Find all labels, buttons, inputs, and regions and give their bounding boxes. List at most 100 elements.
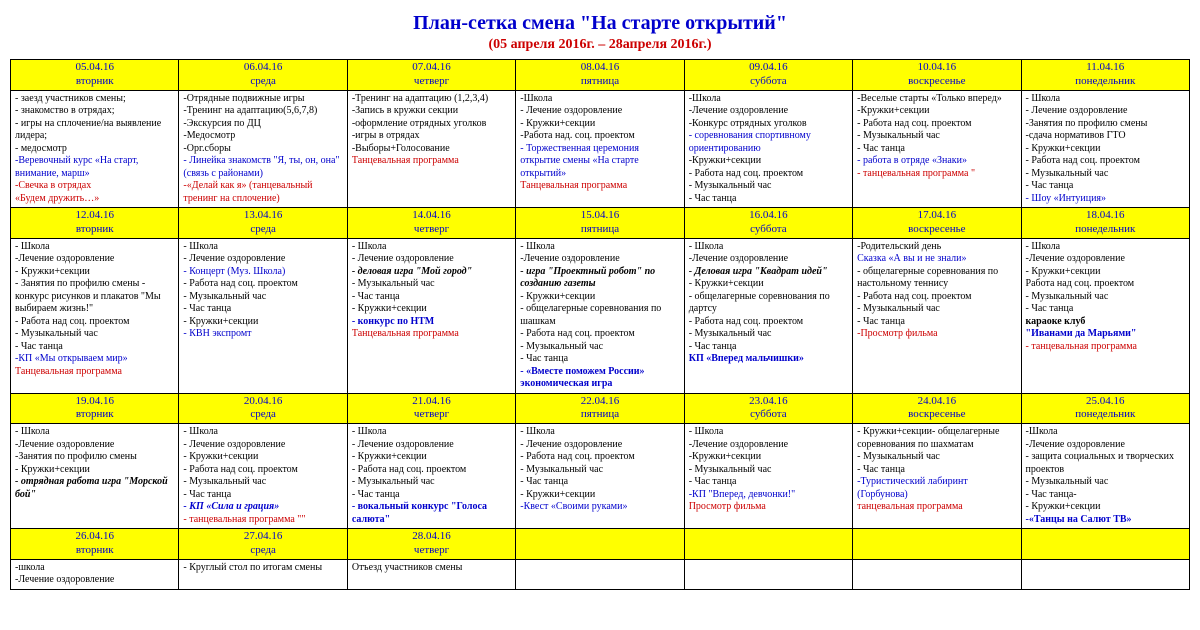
schedule-item: - вокальный конкурс "Голоса салюта" [352,501,511,526]
day-header: 23.04.16суббота [684,393,852,424]
schedule-item: - Работа над соц. проектом [183,464,342,477]
schedule-item: - отрядная работа игра "Морской бой" [15,476,174,501]
schedule-item: танцевальная программа [857,501,1016,514]
schedule-item: - Школа [520,241,679,254]
schedule-item: -Кружки+секции [857,105,1016,118]
schedule-item: караоке клуб [1026,316,1185,329]
schedule-item: - Работа над соц. проектом [857,291,1016,304]
schedule-item: Работа над соц. проектом [1026,278,1185,291]
day-cell: -Школа-Лечение оздоровление-Конкурс отря… [684,90,852,208]
day-cell: - Школа-Лечение оздоровление- Кружки+сек… [1021,238,1189,393]
day-cell: - Школа- Лечение оздоровление- Работа на… [516,424,684,529]
schedule-item: - работа в отряде «Знаки» [857,155,1016,168]
schedule-item: - Работа над соц. проектом [689,316,848,329]
day-of-week: вторник [13,75,176,89]
schedule-item: КП «Вперед мальчишки» [689,353,848,366]
day-date: 09.04.16 [687,61,850,75]
schedule-item: -Тренинг на адаптацию (1,2,3,4) [352,93,511,106]
page-subtitle: (05 апреля 2016г. – 28апреля 2016г.) [10,37,1190,53]
schedule-item: - Час танца [857,464,1016,477]
day-cell: -Веселые старты «Только вперед»-Кружки+с… [853,90,1021,208]
schedule-item: -игры в отрядах [352,130,511,143]
schedule-item: - Лечение оздоровление [183,253,342,266]
schedule-item: - Кружки+секции [352,303,511,316]
day-of-week: понедельник [1024,223,1187,237]
day-header: 18.04.16понедельник [1021,208,1189,239]
schedule-item: - Кружки+секции [1026,143,1185,156]
day-cell: - Школа-Лечение оздоровление-Кружки+секц… [684,424,852,529]
day-cell [853,559,1021,589]
schedule-item: - соревнования спортивному ориентировани… [689,130,848,155]
schedule-item: - деловая игра "Мой город" [352,266,511,279]
schedule-item: - Лечение оздоровление [352,253,511,266]
schedule-item: Отъезд участников смены [352,562,511,575]
day-header: 28.04.16четверг [347,529,515,560]
day-date: 15.04.16 [518,209,681,223]
schedule-item: - Занятия по профилю смены - конкурс рис… [15,278,174,316]
schedule-item: -Лечение оздоровление [15,253,174,266]
day-header [516,529,684,560]
day-of-week: понедельник [1024,408,1187,422]
schedule-item: -«Делай как я» (танцевальный тренинг на … [183,180,342,205]
schedule-item: -Кружки+секции [689,155,848,168]
schedule-item: - Час танца [520,476,679,489]
schedule-item: - Музыкальный час [689,180,848,193]
schedule-item: Сказка «А вы и не знали» [857,253,1016,266]
schedule-item: -Конкурс отрядных уголков [689,118,848,131]
day-date: 10.04.16 [855,61,1018,75]
day-date: 07.04.16 [350,61,513,75]
day-header: 15.04.16пятница [516,208,684,239]
schedule-item: - Музыкальный час [689,328,848,341]
schedule-item: -Квест «Своими руками» [520,501,679,514]
schedule-item: - Лечение оздоровление [520,439,679,452]
day-of-week: четверг [350,75,513,89]
schedule-item: -Занятия по профилю смены [1026,118,1185,131]
day-date: 14.04.16 [350,209,513,223]
schedule-item: - Школа [520,426,679,439]
schedule-item: - Кружки+секции [520,291,679,304]
schedule-item: Танцевальная программа [520,180,679,193]
day-cell: - заезд участников смены;- знакомство в … [11,90,179,208]
day-date: 26.04.16 [13,530,176,544]
day-header: 24.04.16воскресенье [853,393,1021,424]
schedule-item: -Тренинг на адаптацию(5,6,7,8) [183,105,342,118]
schedule-item: - защита социальных и творческих проекто… [1026,451,1185,476]
schedule-item: Танцевальная программа [352,155,511,168]
schedule-item: - Час танца [352,489,511,502]
day-header [853,529,1021,560]
day-header: 20.04.16среда [179,393,347,424]
schedule-item: - Час танца [15,341,174,354]
day-header: 09.04.16суббота [684,60,852,91]
day-of-week: вторник [13,544,176,558]
schedule-item: -Школа [1026,426,1185,439]
schedule-item: - игры на сплочение/на выявление лидера; [15,118,174,143]
schedule-item: - танцевальная программа [1026,341,1185,354]
schedule-item: -оформление отрядных уголков [352,118,511,131]
schedule-item: - Работа над соц. проектом [183,278,342,291]
schedule-item: - общелагерные соревнования по дартсу [689,291,848,316]
day-date: 05.04.16 [13,61,176,75]
day-date: 08.04.16 [518,61,681,75]
day-of-week: суббота [687,75,850,89]
day-cell: - Школа- Лечение оздоровление- Кружки+се… [347,424,515,529]
day-cell: -Родительский деньСказка «А вы и не знал… [853,238,1021,393]
schedule-item: - Работа над соц. проектом [352,464,511,477]
schedule-item: -Просмотр фильма [857,328,1016,341]
day-header: 10.04.16воскресенье [853,60,1021,91]
schedule-item: - общелагерные соревнования по шашкам [520,303,679,328]
schedule-item: - Музыкальный час [352,278,511,291]
day-header: 12.04.16вторник [11,208,179,239]
schedule-item: -Лечение оздоровление [15,439,174,452]
schedule-item: - Работа над соц. проектом [1026,155,1185,168]
schedule-item: - «Вместе поможем России» экономическая … [520,366,679,391]
schedule-item: «Будем дружить…» [15,193,174,206]
schedule-item: - Музыкальный час [1026,476,1185,489]
day-of-week: воскресенье [855,408,1018,422]
schedule-item: - Час танца [352,291,511,304]
schedule-item: - Час танца [857,316,1016,329]
schedule-item: -Кружки+секции [689,451,848,464]
day-date: 21.04.16 [350,395,513,409]
schedule-item: - Лечение оздоровление [352,439,511,452]
schedule-item: - Кружки+секции [183,451,342,464]
schedule-item: - Час танца [689,193,848,206]
